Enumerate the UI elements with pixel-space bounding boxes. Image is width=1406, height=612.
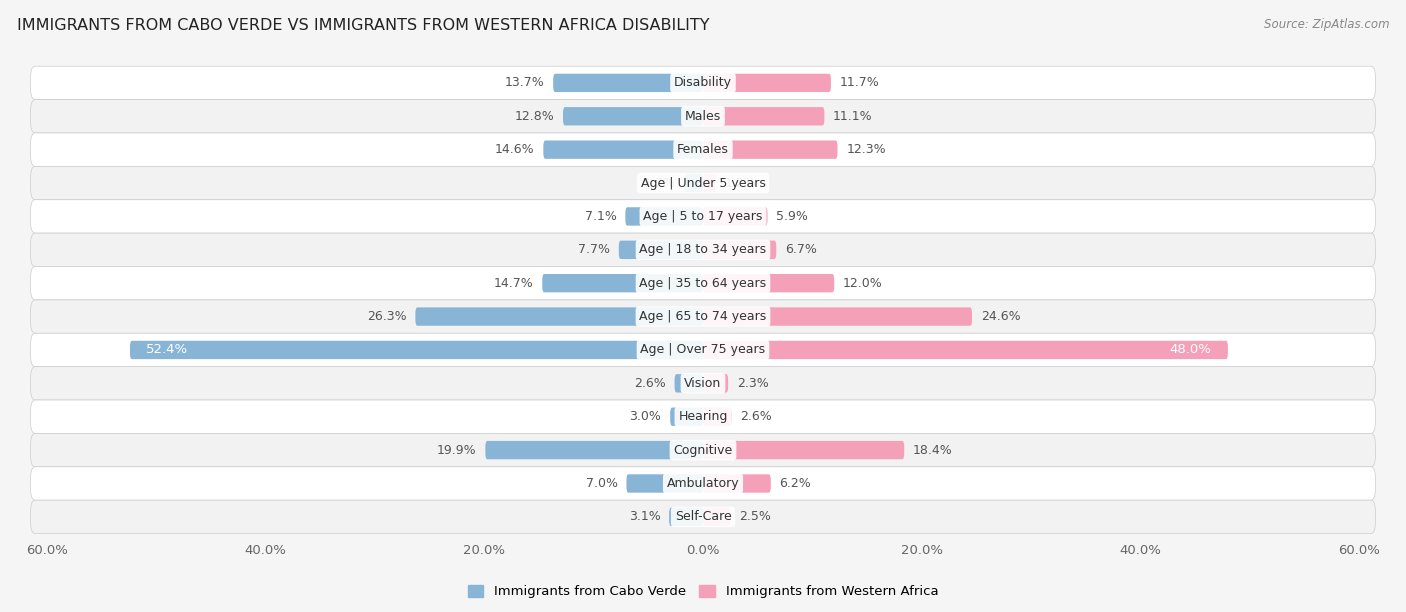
Text: Vision: Vision: [685, 377, 721, 390]
FancyBboxPatch shape: [703, 241, 776, 259]
FancyBboxPatch shape: [703, 174, 716, 192]
FancyBboxPatch shape: [703, 474, 770, 493]
Text: 3.1%: 3.1%: [628, 510, 661, 523]
FancyBboxPatch shape: [685, 174, 703, 192]
FancyBboxPatch shape: [703, 374, 728, 392]
Text: Age | 5 to 17 years: Age | 5 to 17 years: [644, 210, 762, 223]
FancyBboxPatch shape: [31, 400, 1375, 433]
FancyBboxPatch shape: [31, 166, 1375, 200]
FancyBboxPatch shape: [31, 133, 1375, 166]
FancyBboxPatch shape: [703, 141, 838, 159]
FancyBboxPatch shape: [703, 207, 768, 226]
Text: 11.7%: 11.7%: [839, 76, 879, 89]
Text: 5.9%: 5.9%: [776, 210, 808, 223]
Text: 26.3%: 26.3%: [367, 310, 406, 323]
FancyBboxPatch shape: [671, 408, 703, 426]
Text: Hearing: Hearing: [678, 410, 728, 424]
FancyBboxPatch shape: [31, 200, 1375, 233]
FancyBboxPatch shape: [703, 73, 831, 92]
FancyBboxPatch shape: [619, 241, 703, 259]
FancyBboxPatch shape: [129, 341, 703, 359]
Text: 2.3%: 2.3%: [737, 377, 769, 390]
Text: 48.0%: 48.0%: [1170, 343, 1212, 356]
Text: Age | 35 to 64 years: Age | 35 to 64 years: [640, 277, 766, 289]
FancyBboxPatch shape: [31, 367, 1375, 400]
FancyBboxPatch shape: [485, 441, 703, 459]
Text: 7.0%: 7.0%: [586, 477, 617, 490]
FancyBboxPatch shape: [703, 441, 904, 459]
Text: Self-Care: Self-Care: [675, 510, 731, 523]
Text: 12.0%: 12.0%: [844, 277, 883, 289]
FancyBboxPatch shape: [675, 374, 703, 392]
Text: 6.2%: 6.2%: [779, 477, 811, 490]
FancyBboxPatch shape: [627, 474, 703, 493]
FancyBboxPatch shape: [562, 107, 703, 125]
FancyBboxPatch shape: [31, 66, 1375, 100]
Text: Age | Over 75 years: Age | Over 75 years: [641, 343, 765, 356]
Text: Age | 18 to 34 years: Age | 18 to 34 years: [640, 244, 766, 256]
FancyBboxPatch shape: [626, 207, 703, 226]
Text: 12.8%: 12.8%: [515, 110, 554, 123]
Text: 7.7%: 7.7%: [578, 244, 610, 256]
FancyBboxPatch shape: [31, 233, 1375, 266]
Text: Age | 65 to 74 years: Age | 65 to 74 years: [640, 310, 766, 323]
FancyBboxPatch shape: [703, 107, 824, 125]
Text: 1.2%: 1.2%: [725, 176, 756, 190]
FancyBboxPatch shape: [703, 408, 731, 426]
FancyBboxPatch shape: [669, 508, 703, 526]
Text: Females: Females: [678, 143, 728, 156]
FancyBboxPatch shape: [703, 508, 730, 526]
Text: 2.5%: 2.5%: [740, 510, 770, 523]
FancyBboxPatch shape: [553, 73, 703, 92]
FancyBboxPatch shape: [31, 300, 1375, 334]
Text: 11.1%: 11.1%: [834, 110, 873, 123]
Text: 2.6%: 2.6%: [634, 377, 666, 390]
Text: 18.4%: 18.4%: [912, 444, 953, 457]
FancyBboxPatch shape: [31, 500, 1375, 534]
Text: 24.6%: 24.6%: [981, 310, 1021, 323]
Text: 13.7%: 13.7%: [505, 76, 544, 89]
Text: 3.0%: 3.0%: [630, 410, 661, 424]
FancyBboxPatch shape: [31, 467, 1375, 500]
FancyBboxPatch shape: [703, 341, 1227, 359]
Text: 19.9%: 19.9%: [437, 444, 477, 457]
Text: 12.3%: 12.3%: [846, 143, 886, 156]
FancyBboxPatch shape: [543, 141, 703, 159]
FancyBboxPatch shape: [31, 266, 1375, 300]
Text: Males: Males: [685, 110, 721, 123]
Text: Age | Under 5 years: Age | Under 5 years: [641, 176, 765, 190]
Text: Cognitive: Cognitive: [673, 444, 733, 457]
FancyBboxPatch shape: [415, 307, 703, 326]
Text: 6.7%: 6.7%: [785, 244, 817, 256]
Text: IMMIGRANTS FROM CABO VERDE VS IMMIGRANTS FROM WESTERN AFRICA DISABILITY: IMMIGRANTS FROM CABO VERDE VS IMMIGRANTS…: [17, 18, 710, 34]
FancyBboxPatch shape: [543, 274, 703, 293]
Text: Ambulatory: Ambulatory: [666, 477, 740, 490]
Text: 14.6%: 14.6%: [495, 143, 534, 156]
Text: Disability: Disability: [673, 76, 733, 89]
FancyBboxPatch shape: [31, 334, 1375, 367]
FancyBboxPatch shape: [703, 307, 972, 326]
Text: 7.1%: 7.1%: [585, 210, 617, 223]
Text: Source: ZipAtlas.com: Source: ZipAtlas.com: [1264, 18, 1389, 31]
FancyBboxPatch shape: [703, 274, 834, 293]
Text: 52.4%: 52.4%: [146, 343, 188, 356]
Legend: Immigrants from Cabo Verde, Immigrants from Western Africa: Immigrants from Cabo Verde, Immigrants f…: [463, 580, 943, 603]
Text: 14.7%: 14.7%: [494, 277, 533, 289]
Text: 2.6%: 2.6%: [740, 410, 772, 424]
Text: 1.7%: 1.7%: [644, 176, 676, 190]
FancyBboxPatch shape: [31, 100, 1375, 133]
FancyBboxPatch shape: [31, 433, 1375, 467]
